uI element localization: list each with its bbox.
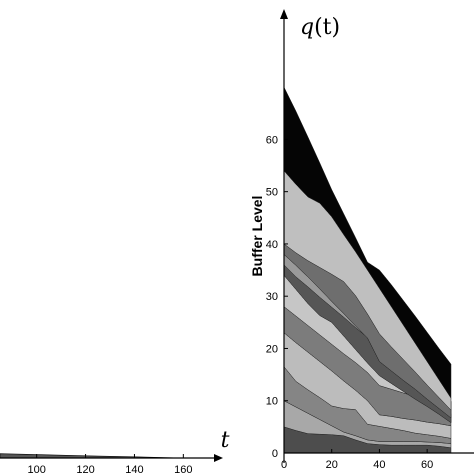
right-x-tick-label-60: 60 [421, 459, 433, 471]
right-y-tick-label-10: 10 [266, 396, 278, 408]
left-x-tick-label-140: 140 [125, 464, 143, 474]
right-axis-variable-label: q(t) [300, 15, 340, 40]
right-y-tick-label-30: 30 [266, 291, 278, 303]
right-y-tick-label-0: 0 [272, 448, 278, 460]
buffer-area-10 [283, 86, 452, 399]
left-area-series-0 [0, 453, 184, 459]
right-y-tick-label-40: 40 [266, 239, 278, 251]
right-y-tick-label-50: 50 [266, 187, 278, 199]
axis-var-argument: (t) [314, 15, 340, 40]
left-x-axis-arrow [214, 454, 223, 462]
left-x-tick-label-100: 100 [27, 464, 45, 474]
axis-var-symbol: q [300, 15, 314, 40]
left-x-tick-label-160: 160 [174, 464, 192, 474]
right-y-axis-label: Buffer Level [249, 196, 265, 277]
right-x-tick-label-20: 20 [326, 459, 338, 471]
right-x-tick-label-40: 40 [373, 459, 385, 471]
axis-labels: t q(t) Buffer Level [221, 15, 341, 453]
right-panel: 0 10 20 30 40 50 60 0 20 40 60 [266, 9, 474, 471]
left-x-tick-label-120: 120 [76, 464, 94, 474]
left-x-axis-label: t [221, 428, 230, 453]
left-panel: 100 120 140 160 [0, 453, 223, 474]
right-x-tick-label-0: 0 [281, 459, 287, 471]
right-y-axis-arrow [280, 9, 288, 19]
right-y-tick-label-60: 60 [266, 134, 278, 146]
right-y-tick-label-20: 20 [266, 343, 278, 355]
